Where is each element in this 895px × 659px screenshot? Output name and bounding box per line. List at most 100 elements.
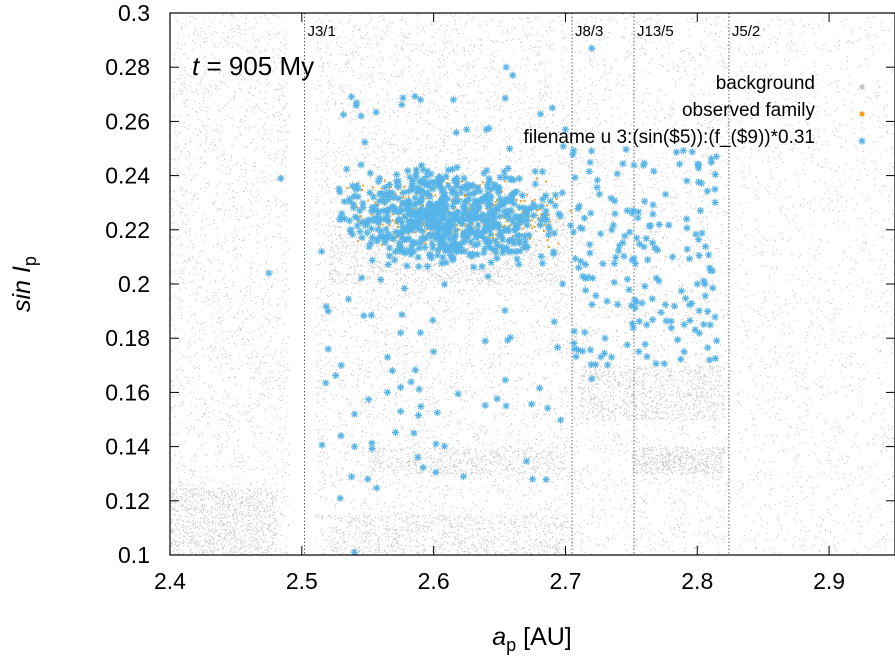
background-point [212,141,214,143]
background-point [443,316,445,318]
background-point [222,465,224,467]
background-point [233,201,235,203]
background-point [379,387,381,389]
background-point [254,432,256,434]
background-point [256,425,258,427]
background-point [379,466,381,468]
background-point [555,525,557,527]
background-point [458,114,460,116]
background-point [449,472,451,474]
background-point [566,316,568,318]
background-point [378,267,380,269]
background-point [277,137,279,139]
background-point [550,75,552,77]
background-point [506,274,508,276]
background-point [417,430,419,432]
background-point [518,430,520,432]
background-point [224,83,226,85]
background-point [173,385,175,387]
background-point [255,200,257,202]
background-point [325,51,327,53]
background-point [172,506,174,508]
background-point [449,462,451,464]
background-point [538,352,540,354]
background-point [471,535,473,537]
background-point [519,150,521,152]
background-point [528,372,530,374]
background-point [183,147,185,149]
background-point [204,270,206,272]
background-point [444,536,446,538]
background-point [479,521,481,523]
background-point [368,402,370,404]
background-point [374,441,376,443]
background-point [472,67,474,69]
background-point [449,549,451,551]
background-point [270,365,272,367]
background-point [472,60,474,62]
background-point [558,91,560,93]
background-point [187,432,189,434]
background-point [193,92,195,94]
background-point [565,514,567,516]
background-point [283,38,285,40]
background-point [391,173,393,175]
background-point [248,56,250,58]
background-point [392,110,394,112]
background-point [494,273,496,275]
background-point [409,490,411,492]
background-point [369,39,371,41]
background-point [379,147,381,149]
background-point [232,270,234,272]
background-point [258,542,260,544]
background-point [524,33,526,35]
background-point [257,501,259,503]
background-point [384,181,386,183]
background-point [415,113,417,115]
background-point [286,461,288,463]
background-point [345,63,347,65]
background-point [187,382,189,384]
background-point [438,28,440,30]
background-point [352,470,354,472]
background-point [229,18,231,20]
background-point [493,375,495,377]
background-point [186,189,188,191]
background-point [492,436,494,438]
background-point [350,435,352,437]
background-point [179,175,181,177]
background-point [477,267,479,269]
background-point [546,127,548,129]
background-point [197,292,199,294]
background-point [263,146,265,148]
background-point [232,189,234,191]
background-point [415,469,417,471]
background-point [444,142,446,144]
background-point [451,310,453,312]
background-point [208,416,210,418]
background-point [380,471,382,473]
background-point [281,469,283,471]
background-point [280,94,282,96]
background-point [422,266,424,268]
background-point [243,540,245,542]
background-point [551,122,553,124]
background-point [253,166,255,168]
background-point [211,536,213,538]
background-point [231,466,233,468]
background-point [384,486,386,488]
background-point [525,189,527,191]
background-point [268,34,270,36]
background-point [433,398,435,400]
background-point [193,313,195,315]
background-point [198,84,200,86]
background-point [462,378,464,380]
background-point [223,482,225,484]
background-point [220,22,222,24]
background-point [535,53,537,55]
background-point [180,93,182,95]
background-point [348,104,350,106]
background-point [476,466,478,468]
background-point [377,417,379,419]
background-point [218,453,220,455]
